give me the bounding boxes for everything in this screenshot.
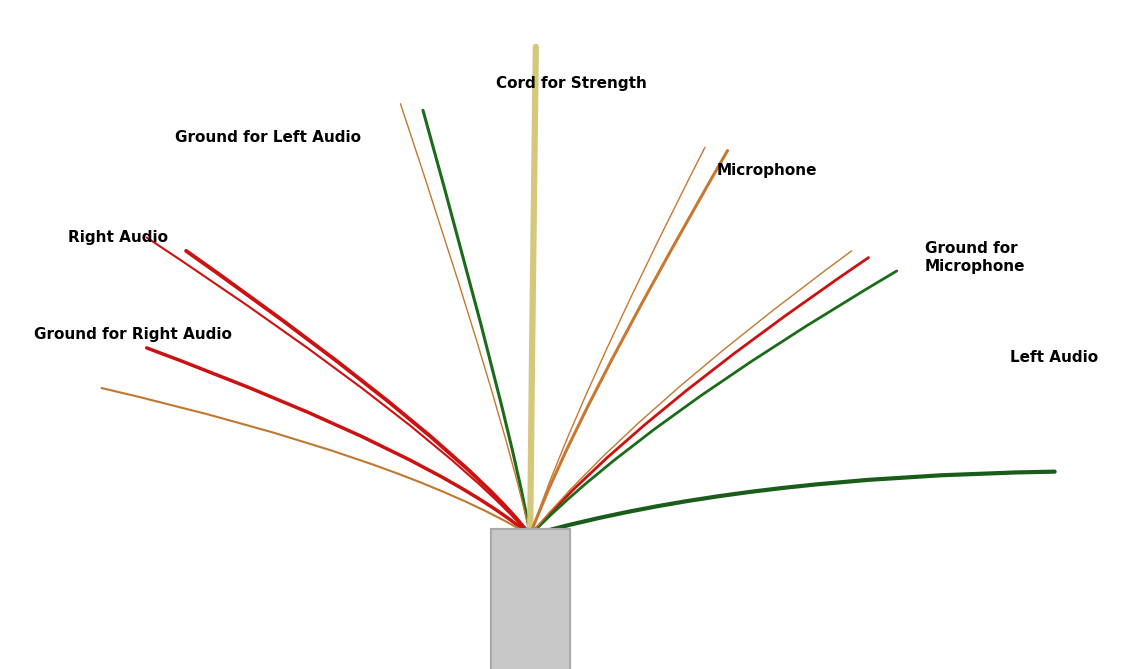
Text: Left Audio: Left Audio (1010, 351, 1098, 365)
Text: Ground for Right Audio: Ground for Right Audio (34, 327, 231, 342)
Text: Ground for
Microphone: Ground for Microphone (925, 241, 1025, 274)
Text: Right Audio: Right Audio (68, 230, 168, 245)
Text: Cord for Strength: Cord for Strength (496, 76, 647, 91)
Bar (491, 529, 570, 669)
Text: Microphone: Microphone (716, 163, 817, 178)
Bar (491, 529, 570, 669)
Text: Ground for Left Audio: Ground for Left Audio (175, 130, 361, 145)
